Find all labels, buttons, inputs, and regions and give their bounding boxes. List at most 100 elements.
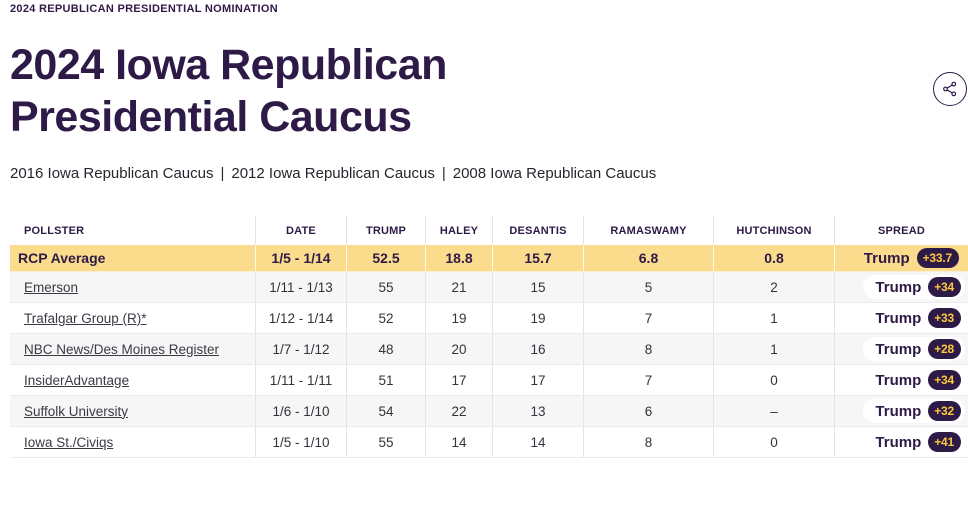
spread-cell: Trump +41	[834, 427, 968, 458]
haley-value: 21	[425, 272, 492, 303]
column-header-desantis: DESANTIS	[492, 216, 583, 246]
spread-winner: Trump	[875, 309, 922, 327]
trump-value: 55	[346, 427, 425, 458]
trump-value: 54	[346, 396, 425, 427]
haley-value: 19	[425, 303, 492, 334]
desantis-value: 14	[492, 427, 583, 458]
spread-badge: +33	[928, 308, 961, 329]
spread-cell: Trump +32	[834, 396, 968, 427]
share-button[interactable]	[933, 72, 967, 106]
spread-pill: Trump +33.7	[852, 246, 965, 270]
ramaswamy-value: 8	[583, 334, 713, 365]
date-cell: 1/11 - 1/11	[255, 365, 346, 396]
pollster-cell: Suffolk University	[10, 396, 255, 426]
spread-pill: Trump +32	[863, 399, 965, 424]
table-row: NBC News/Des Moines Register 1/7 - 1/12 …	[10, 334, 968, 366]
ramaswamy-value: 7	[583, 365, 713, 396]
desantis-value: 13	[492, 396, 583, 427]
date-cell: 1/11 - 1/13	[255, 272, 346, 303]
spread-pill: Trump +28	[863, 337, 965, 362]
trump-value: 55	[346, 272, 425, 303]
link-2016-caucus[interactable]: 2016 Iowa Republican Caucus	[10, 165, 214, 183]
spread-badge: +34	[928, 370, 961, 391]
polling-table: POLLSTER DATE TRUMP HALEY DESANTIS RAMAS…	[10, 216, 968, 459]
ramaswamy-value: 6.8	[583, 245, 713, 272]
haley-value: 18.8	[425, 245, 492, 272]
column-header-trump: TRUMP	[346, 216, 425, 246]
pollster-link[interactable]: Trafalgar Group (R)*	[24, 310, 147, 326]
hutchinson-value: 0	[713, 427, 834, 458]
ramaswamy-value: 7	[583, 303, 713, 334]
hutchinson-value: 0	[713, 365, 834, 396]
link-separator: |	[220, 165, 225, 183]
spread-winner: Trump	[875, 371, 922, 389]
spread-pill: Trump +34	[863, 368, 965, 393]
link-separator: |	[441, 165, 446, 183]
pollster-link[interactable]: Iowa St./Civiqs	[24, 434, 114, 450]
link-2008-caucus[interactable]: 2008 Iowa Republican Caucus	[452, 165, 657, 183]
column-header-ramaswamy: RAMASWAMY	[583, 216, 713, 246]
column-header-haley: HALEY	[425, 216, 492, 246]
average-label: RCP Average	[18, 250, 106, 267]
desantis-value: 17	[492, 365, 583, 396]
share-icon	[941, 80, 959, 98]
pollster-cell: Emerson	[10, 272, 255, 302]
breadcrumb[interactable]: 2024 REPUBLICAN PRESIDENTIAL NOMINATION	[10, 3, 278, 15]
date-cell: 1/12 - 1/14	[255, 303, 346, 334]
trump-value: 48	[346, 334, 425, 365]
trump-value: 52	[346, 303, 425, 334]
spread-winner: Trump	[875, 402, 922, 420]
page-title: 2024 Iowa Republican Presidential Caucus	[10, 41, 447, 141]
table-row: Suffolk University 1/6 - 1/10 54 22 13 6…	[10, 396, 968, 428]
date-cell: 1/6 - 1/10	[255, 396, 346, 427]
pollster-link[interactable]: Suffolk University	[24, 403, 129, 419]
haley-value: 14	[425, 427, 492, 458]
pollster-cell: Trafalgar Group (R)*	[10, 303, 255, 333]
pollster-cell: Iowa St./Civiqs	[10, 427, 255, 457]
trump-value: 51	[346, 365, 425, 396]
pollster-link[interactable]: Emerson	[24, 279, 79, 295]
spread-badge: +34	[928, 277, 961, 298]
link-2012-caucus[interactable]: 2012 Iowa Republican Caucus	[231, 165, 435, 183]
date-cell: 1/5 - 1/10	[255, 427, 346, 458]
desantis-value: 15.7	[492, 245, 583, 272]
related-race-links: 2016 Iowa Republican Caucus | 2012 Iowa Re…	[10, 165, 968, 182]
ramaswamy-value: 8	[583, 427, 713, 458]
table-body: Emerson 1/11 - 1/13 55 21 15 5 2 Trump +…	[10, 272, 968, 459]
trump-value: 52.5	[346, 245, 425, 272]
date-cell: 1/7 - 1/12	[255, 334, 346, 365]
spread-cell: Trump +34	[834, 272, 968, 303]
table-row: Trafalgar Group (R)* 1/12 - 1/14 52 19 1…	[10, 303, 968, 335]
desantis-value: 16	[492, 334, 583, 365]
spread-cell: Trump +33.7	[834, 245, 968, 272]
spread-badge: +32	[928, 401, 961, 422]
spread-winner: Trump	[875, 340, 922, 358]
table-row: Emerson 1/11 - 1/13 55 21 15 5 2 Trump +…	[10, 272, 968, 304]
spread-winner: Trump	[875, 278, 922, 296]
haley-value: 17	[425, 365, 492, 396]
spread-badge: +41	[928, 432, 961, 453]
spread-winner: Trump	[863, 249, 910, 267]
hutchinson-value: 0.8	[713, 245, 834, 272]
pollster-cell: NBC News/Des Moines Register	[10, 334, 255, 364]
date-cell: 1/5 - 1/14	[255, 245, 346, 272]
spread-pill: Trump +33	[863, 306, 965, 331]
column-header-pollster: POLLSTER	[24, 224, 85, 237]
hutchinson-value: 1	[713, 334, 834, 365]
column-header-date: DATE	[255, 216, 346, 246]
haley-value: 20	[425, 334, 492, 365]
spread-cell: Trump +28	[834, 334, 968, 365]
spread-cell: Trump +34	[834, 365, 968, 396]
pollster-link[interactable]: NBC News/Des Moines Register	[24, 341, 220, 357]
pollster-cell: InsiderAdvantage	[10, 365, 255, 395]
spread-pill: Trump +41	[863, 430, 965, 455]
column-header-hutchinson: HUTCHINSON	[713, 216, 834, 246]
hutchinson-value: –	[713, 396, 834, 427]
pollster-link[interactable]: InsiderAdvantage	[24, 372, 130, 388]
spread-badge: +33.7	[916, 248, 959, 269]
spread-winner: Trump	[875, 433, 922, 451]
desantis-value: 15	[492, 272, 583, 303]
hutchinson-value: 1	[713, 303, 834, 334]
spread-badge: +28	[928, 339, 961, 360]
